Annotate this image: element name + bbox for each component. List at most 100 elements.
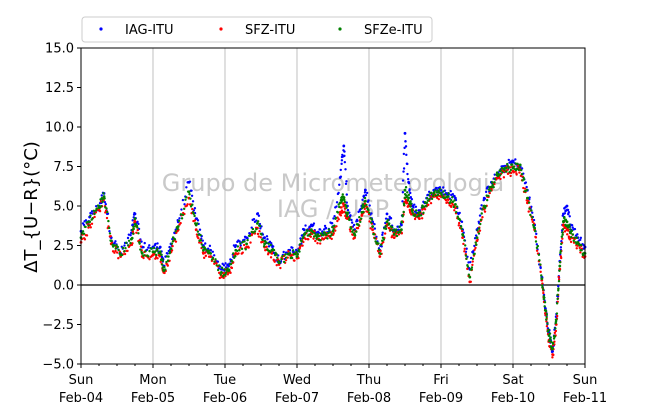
data-point <box>430 197 434 201</box>
data-point <box>570 235 573 239</box>
data-point <box>299 237 302 240</box>
data-point <box>105 207 108 210</box>
data-point <box>234 255 237 258</box>
data-point <box>384 227 388 231</box>
data-point <box>258 224 262 228</box>
data-point <box>579 238 582 242</box>
data-point <box>458 218 462 222</box>
data-point <box>176 227 179 231</box>
data-point <box>505 170 508 173</box>
data-point <box>431 194 435 198</box>
data-point <box>553 335 557 338</box>
data-point <box>231 260 234 263</box>
data-point <box>552 353 555 357</box>
data-point <box>226 267 229 270</box>
data-point <box>451 192 455 196</box>
data-point <box>571 226 574 229</box>
data-point <box>352 223 356 227</box>
data-point <box>257 235 261 238</box>
data-point <box>444 199 448 202</box>
data-point <box>138 242 141 245</box>
data-point <box>481 208 484 211</box>
data-point <box>190 189 193 192</box>
data-point <box>569 231 572 235</box>
data-point <box>364 193 368 197</box>
data-point <box>467 273 471 276</box>
data-point <box>399 231 402 234</box>
data-point <box>322 234 325 237</box>
x-tick-label-date: Feb-04 <box>59 391 103 406</box>
data-point <box>556 297 559 301</box>
data-point <box>475 236 479 240</box>
data-point <box>437 189 440 192</box>
data-point <box>461 236 464 240</box>
data-point <box>196 222 199 225</box>
data-point <box>209 252 213 255</box>
data-point <box>530 216 534 219</box>
data-point <box>409 196 413 199</box>
data-point <box>546 322 549 325</box>
data-point <box>224 262 227 265</box>
data-point <box>353 234 357 237</box>
data-point <box>269 243 272 247</box>
data-point <box>98 209 102 213</box>
data-point <box>148 258 151 261</box>
data-point <box>266 237 269 241</box>
data-point <box>272 248 276 252</box>
data-point <box>517 168 520 172</box>
data-point <box>493 173 496 176</box>
data-point <box>340 206 343 209</box>
data-point <box>337 191 340 195</box>
data-point <box>263 236 266 240</box>
data-point <box>535 243 539 246</box>
data-point <box>409 200 412 203</box>
data-point <box>193 207 197 210</box>
data-point <box>515 173 518 176</box>
data-point <box>133 212 137 216</box>
data-point <box>317 234 320 238</box>
data-point <box>322 237 326 241</box>
data-point <box>451 200 455 204</box>
data-point <box>457 221 461 225</box>
data-point <box>267 245 271 248</box>
data-point <box>551 356 554 359</box>
data-point <box>363 207 366 211</box>
legend-entry-sfze-itu: SFZe-ITU <box>338 23 423 38</box>
data-point <box>372 232 376 236</box>
data-point <box>403 131 407 135</box>
data-point <box>480 212 483 215</box>
data-point <box>551 342 555 346</box>
y-axis-label: ΔT_{U−R}(°C) <box>21 141 42 273</box>
data-point <box>522 178 526 181</box>
data-point <box>218 276 222 280</box>
data-point <box>106 210 109 214</box>
data-point <box>364 199 367 203</box>
data-point <box>282 250 285 254</box>
data-point <box>529 213 532 217</box>
data-point <box>323 224 327 228</box>
data-point <box>156 257 159 260</box>
data-point <box>160 253 163 256</box>
data-point <box>330 221 334 225</box>
data-point <box>209 255 213 258</box>
data-point <box>469 260 472 264</box>
data-point <box>82 232 86 235</box>
data-point <box>451 196 454 199</box>
data-point <box>446 198 450 202</box>
data-point <box>314 239 317 243</box>
data-point <box>200 243 203 246</box>
data-point <box>385 220 389 224</box>
data-point <box>453 209 456 212</box>
data-point <box>260 233 263 236</box>
data-point <box>329 234 332 238</box>
data-point <box>220 270 223 274</box>
data-point <box>463 239 466 242</box>
data-point <box>413 217 417 221</box>
data-point <box>89 226 92 229</box>
data-point <box>199 233 202 237</box>
data-point <box>343 160 347 164</box>
data-point <box>86 220 89 224</box>
data-point <box>370 221 373 224</box>
data-point <box>412 206 415 209</box>
data-point <box>275 253 278 256</box>
